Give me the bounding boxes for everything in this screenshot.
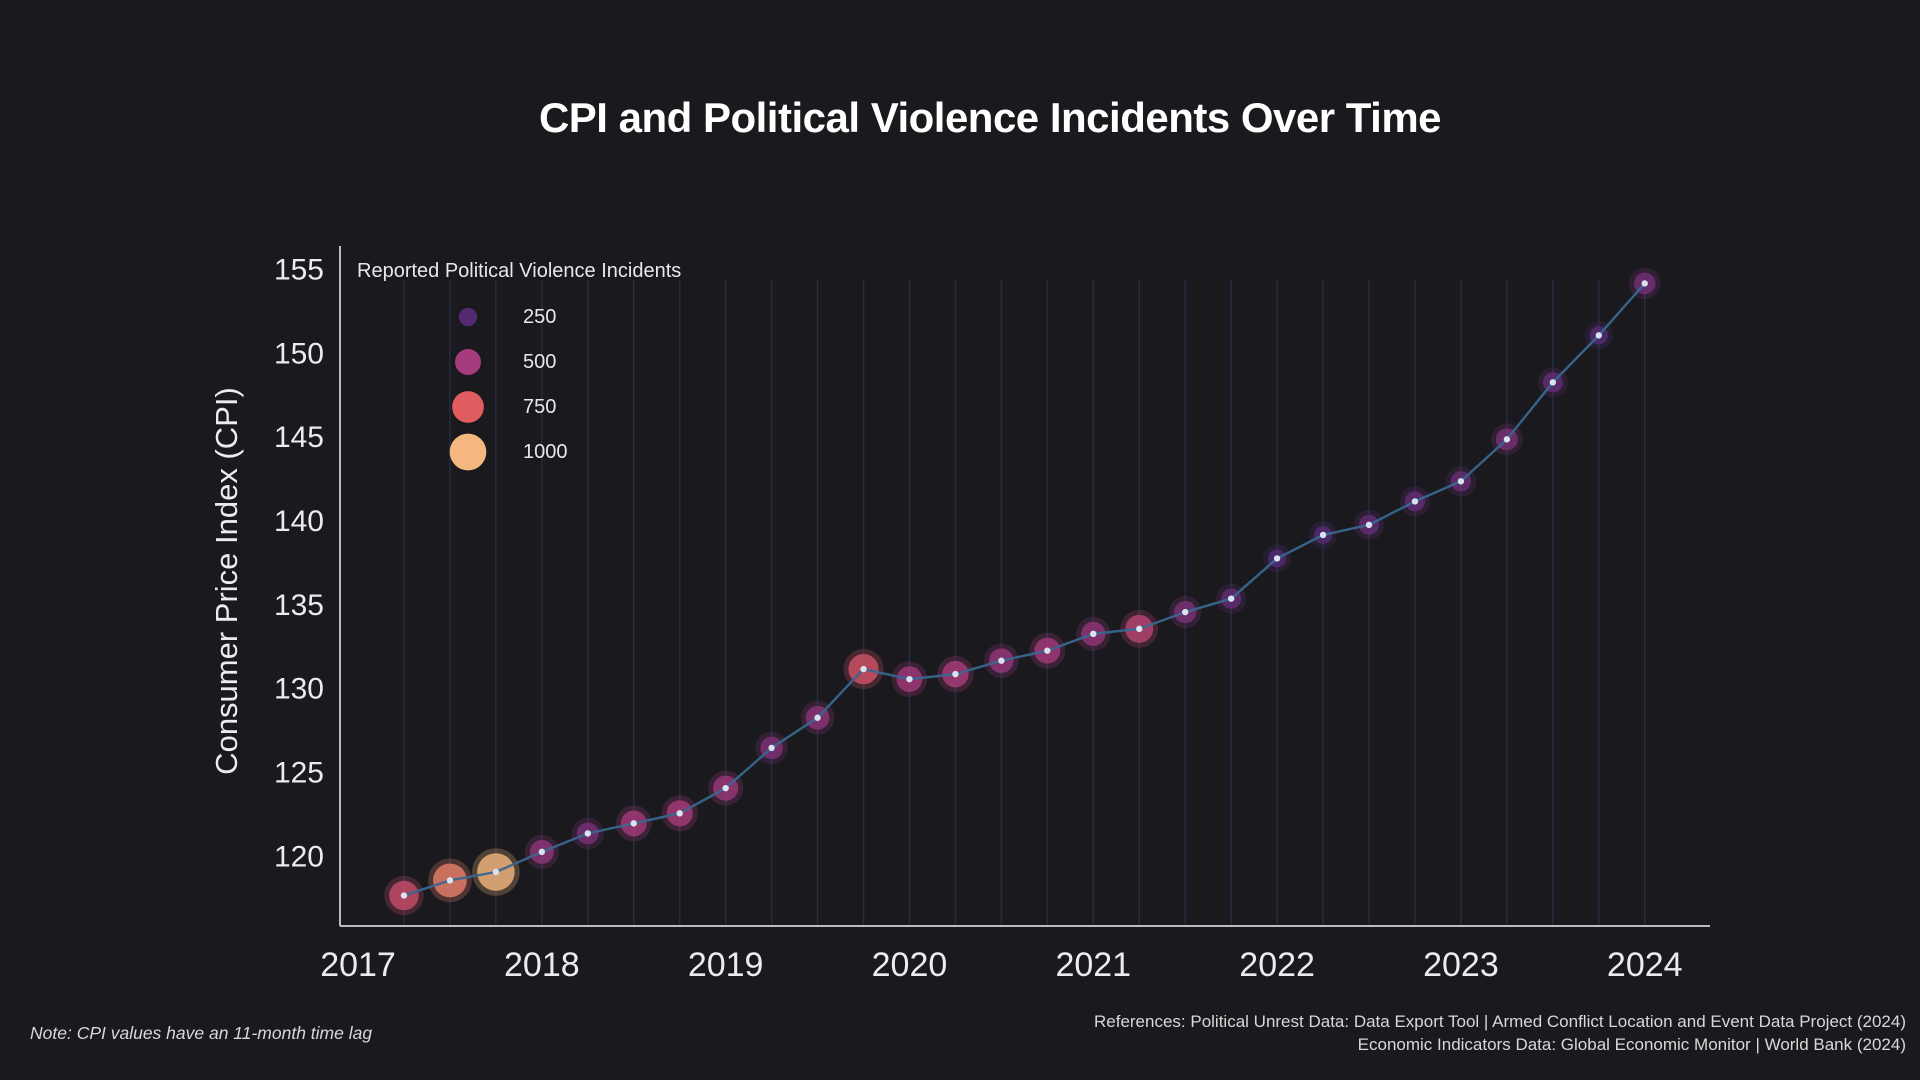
cpi-point-dot (1044, 647, 1051, 654)
cpi-point-dot (814, 714, 821, 721)
legend-label-1000: 1000 (523, 441, 568, 463)
references-line-1: References: Political Unrest Data: Data … (1093, 1012, 1906, 1031)
y-tick-label: 135 (274, 589, 324, 622)
cpi-point-dot (1227, 595, 1235, 602)
legend-swatch-750 (452, 391, 484, 423)
cpi-point-dot (1136, 625, 1143, 633)
y-tick-label: 120 (274, 840, 324, 873)
cpi-point-dot (952, 670, 959, 678)
legend-swatch-1000 (449, 433, 487, 471)
cpi-point-dot (768, 744, 775, 752)
y-tick-label: 145 (274, 421, 324, 454)
y-tick-label: 150 (274, 337, 324, 370)
references-line-2: Economic Indicators Data: Global Economi… (1357, 1035, 1906, 1054)
cpi-point-dot (1595, 332, 1602, 339)
x-tick-label: 2019 (688, 946, 764, 984)
cpi-line (403, 282, 1646, 897)
cpi-point-dot (630, 820, 637, 827)
cpi-point-dot (998, 657, 1005, 664)
cpi-point-dot (492, 868, 500, 876)
cpi-point-dot (1503, 436, 1511, 443)
cpi-point-dot (1641, 280, 1648, 287)
y-tick-label: 125 (274, 757, 324, 790)
legend-title: Reported Political Violence Incidents (357, 260, 682, 282)
cpi-point-dot (1549, 379, 1557, 386)
cpi-point-dot (1365, 521, 1373, 529)
cpi-point-dot (584, 830, 591, 837)
x-tick-label: 2022 (1239, 946, 1315, 984)
chart-title: CPI and Political Violence Incidents Ove… (538, 94, 1442, 141)
cpi-point-dot (1181, 608, 1189, 616)
cpi-point-dot (676, 810, 683, 817)
x-tick-label: 2021 (1055, 946, 1131, 984)
cpi-point-dot (446, 877, 454, 884)
cpi-point-dot (1457, 478, 1465, 485)
cpi-point-dot (906, 675, 913, 683)
legend-swatch-500 (455, 349, 481, 375)
cpi-point-dot (1090, 630, 1097, 638)
legend-swatch-250 (458, 307, 478, 327)
y-tick-label: 130 (274, 673, 324, 706)
cpi-point-dot (1319, 531, 1327, 539)
cpi-point-dot (860, 665, 867, 673)
references: References: Political Unrest Data: Data … (1094, 1010, 1906, 1056)
y-tick-label: 140 (274, 505, 324, 538)
cpi-point-dot (1273, 555, 1281, 562)
cpi-point-dot (400, 892, 408, 899)
legend-label-500: 500 (523, 351, 556, 373)
x-tick-label: 2018 (504, 946, 580, 984)
x-tick-label: 2024 (1607, 946, 1683, 984)
x-tick-label: 2023 (1423, 946, 1499, 984)
y-tick-label: 155 (274, 253, 324, 286)
cpi-point-dot (722, 784, 729, 792)
footnote: Note: CPI values have an 11-month time l… (30, 1023, 373, 1043)
x-tick-label: 2020 (872, 946, 948, 984)
legend-label-750: 750 (523, 396, 556, 418)
x-tick-label: 2017 (320, 946, 396, 984)
cpi-point-dot (538, 848, 546, 856)
cpi-point-dot (1411, 498, 1419, 505)
legend-label-250: 250 (523, 306, 556, 328)
